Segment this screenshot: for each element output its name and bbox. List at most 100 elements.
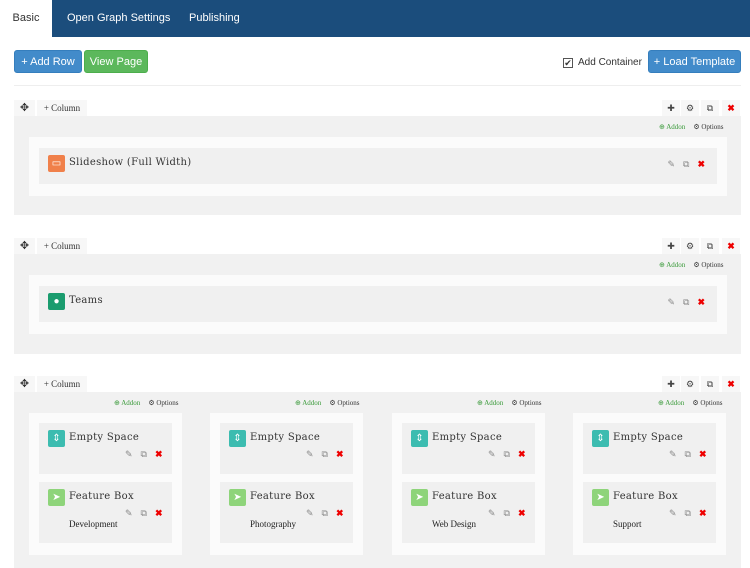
column-options-button[interactable]: ⚙ Options xyxy=(693,123,723,131)
add-column-button[interactable]: + Column xyxy=(37,100,87,116)
column-actions: ⊕ Addon ⚙ Options xyxy=(659,123,724,131)
addon-label: Addon xyxy=(121,399,141,407)
addon-subtitle: Development xyxy=(69,519,118,529)
add-column-button[interactable]: + Column xyxy=(37,376,87,392)
copy-icon[interactable]: ⧉ xyxy=(683,297,690,307)
delete-icon[interactable]: ✖ xyxy=(698,508,707,518)
addon-actions: ✎ ⧉ ✖ xyxy=(669,508,707,519)
move-row-handle-icon[interactable]: ✥ xyxy=(14,238,35,254)
gear-icon[interactable]: ⚙ xyxy=(681,376,699,392)
delete-icon[interactable]: ✖ xyxy=(335,508,344,518)
edit-icon[interactable]: ✎ xyxy=(488,508,496,518)
add-addon-button[interactable]: ⊕ Addon xyxy=(295,399,321,407)
copy-icon[interactable]: ⧉ xyxy=(140,449,147,459)
plus-circle-icon: ⊕ xyxy=(659,261,665,269)
copy-icon[interactable]: ⧉ xyxy=(684,449,691,459)
column-options-button[interactable]: ⚙ Options xyxy=(329,399,359,407)
add-container-checkbox[interactable]: ✔ Add Container xyxy=(563,57,642,68)
delete-icon[interactable]: ✖ xyxy=(698,449,707,459)
add-icon[interactable]: ✚ xyxy=(662,238,680,254)
addon-item[interactable]: ➤ Feature Box ✎ ⧉ ✖ Support xyxy=(583,482,716,543)
copy-icon[interactable]: ⧉ xyxy=(684,508,691,518)
delete-icon[interactable]: ✖ xyxy=(722,100,740,116)
addon-subtitle: Web Design xyxy=(432,519,477,529)
copy-icon[interactable]: ⧉ xyxy=(503,508,510,518)
gear-icon[interactable]: ⚙ xyxy=(681,100,699,116)
add-addon-button[interactable]: ⊕ Addon xyxy=(659,123,685,131)
edit-icon[interactable]: ✎ xyxy=(125,508,133,518)
move-row-handle-icon[interactable]: ✥ xyxy=(14,100,35,116)
gear-icon[interactable]: ⚙ xyxy=(681,238,699,254)
column-options-button[interactable]: ⚙ Options xyxy=(148,399,178,407)
addon-item[interactable]: ⇕ Empty Space ✎ ⧉ ✖ xyxy=(402,423,535,474)
addon-item[interactable]: ⇕ Empty Space ✎ ⧉ ✖ xyxy=(39,423,172,474)
addon-actions: ✎ ⧉ ✖ xyxy=(488,449,526,460)
edit-icon[interactable]: ✎ xyxy=(306,449,314,459)
addon-item[interactable]: ➤ Feature Box ✎ ⧉ ✖ Development xyxy=(39,482,172,543)
gear-icon: ⚙ xyxy=(329,399,336,407)
options-label: Options xyxy=(701,261,724,269)
options-label: Options xyxy=(156,399,179,407)
addon-title: Empty Space xyxy=(69,432,140,443)
column-options-button[interactable]: ⚙ Options xyxy=(511,399,541,407)
addon-item[interactable]: ● Teams ✎ ⧉ ✖ xyxy=(39,286,717,322)
tab-open-graph-settings[interactable]: Open Graph Settings xyxy=(67,12,171,24)
edit-icon[interactable]: ✎ xyxy=(306,508,314,518)
copy-icon[interactable]: ⧉ xyxy=(683,159,690,169)
addon-item[interactable]: ➤ Feature Box ✎ ⧉ ✖ Web Design xyxy=(402,482,535,543)
delete-icon[interactable]: ✖ xyxy=(722,238,740,254)
addon-title: Slideshow (Full Width) xyxy=(69,157,192,168)
add-addon-button[interactable]: ⊕ Addon xyxy=(659,261,685,269)
add-addon-button[interactable]: ⊕ Addon xyxy=(477,399,503,407)
delete-icon[interactable]: ✖ xyxy=(697,159,705,169)
add-container-label: Add Container xyxy=(578,57,642,68)
delete-icon[interactable]: ✖ xyxy=(154,508,163,518)
view-page-button[interactable]: View Page xyxy=(84,50,148,73)
copy-icon[interactable]: ⧉ xyxy=(140,508,147,518)
load-template-button[interactable]: + Load Template xyxy=(648,50,741,73)
delete-icon[interactable]: ✖ xyxy=(697,297,705,307)
delete-icon[interactable]: ✖ xyxy=(335,449,344,459)
addon-title: Empty Space xyxy=(250,432,321,443)
column-options-button[interactable]: ⚙ Options xyxy=(693,261,723,269)
delete-icon[interactable]: ✖ xyxy=(154,449,163,459)
edit-icon[interactable]: ✎ xyxy=(667,159,676,169)
delete-icon[interactable]: ✖ xyxy=(517,508,526,518)
addon-actions: ✎ ⧉ ✖ xyxy=(669,449,707,460)
move-row-handle-icon[interactable]: ✥ xyxy=(14,376,35,392)
tab-publishing[interactable]: Publishing xyxy=(189,12,240,24)
addon-label: Addon xyxy=(666,123,686,131)
column-options-button[interactable]: ⚙ Options xyxy=(692,399,722,407)
add-addon-button[interactable]: ⊕ Addon xyxy=(658,399,684,407)
delete-icon[interactable]: ✖ xyxy=(517,449,526,459)
tab-basic[interactable]: Basic xyxy=(0,0,52,38)
addon-title: Teams xyxy=(69,295,103,306)
copy-icon[interactable]: ⧉ xyxy=(701,238,719,254)
copy-icon[interactable]: ⧉ xyxy=(503,449,510,459)
plus-circle-icon: ⊕ xyxy=(658,399,664,407)
plus-circle-icon: ⊕ xyxy=(295,399,301,407)
gear-icon: ⚙ xyxy=(148,399,155,407)
add-icon[interactable]: ✚ xyxy=(662,376,680,392)
delete-icon[interactable]: ✖ xyxy=(722,376,740,392)
addon-item[interactable]: ▭ Slideshow (Full Width) ✎ ⧉ ✖ xyxy=(39,148,717,184)
edit-icon[interactable]: ✎ xyxy=(669,449,677,459)
edit-icon[interactable]: ✎ xyxy=(669,508,677,518)
edit-icon[interactable]: ✎ xyxy=(488,449,496,459)
add-column-button[interactable]: + Column xyxy=(37,238,87,254)
add-icon[interactable]: ✚ xyxy=(662,100,680,116)
copy-icon[interactable]: ⧉ xyxy=(321,449,328,459)
copy-icon[interactable]: ⧉ xyxy=(701,376,719,392)
edit-icon[interactable]: ✎ xyxy=(667,297,676,307)
copy-icon[interactable]: ⧉ xyxy=(321,508,328,518)
add-addon-button[interactable]: ⊕ Addon xyxy=(114,399,140,407)
add-row-button[interactable]: + Add Row xyxy=(14,50,82,73)
checkbox-icon[interactable]: ✔ xyxy=(563,57,573,68)
copy-icon[interactable]: ⧉ xyxy=(701,100,719,116)
options-label: Options xyxy=(701,123,724,131)
addon-item[interactable]: ➤ Feature Box ✎ ⧉ ✖ Photography xyxy=(220,482,353,543)
addon-item[interactable]: ⇕ Empty Space ✎ ⧉ ✖ xyxy=(583,423,716,474)
addon-actions: ✎ ⧉ ✖ xyxy=(125,508,163,519)
addon-item[interactable]: ⇕ Empty Space ✎ ⧉ ✖ xyxy=(220,423,353,474)
edit-icon[interactable]: ✎ xyxy=(125,449,133,459)
